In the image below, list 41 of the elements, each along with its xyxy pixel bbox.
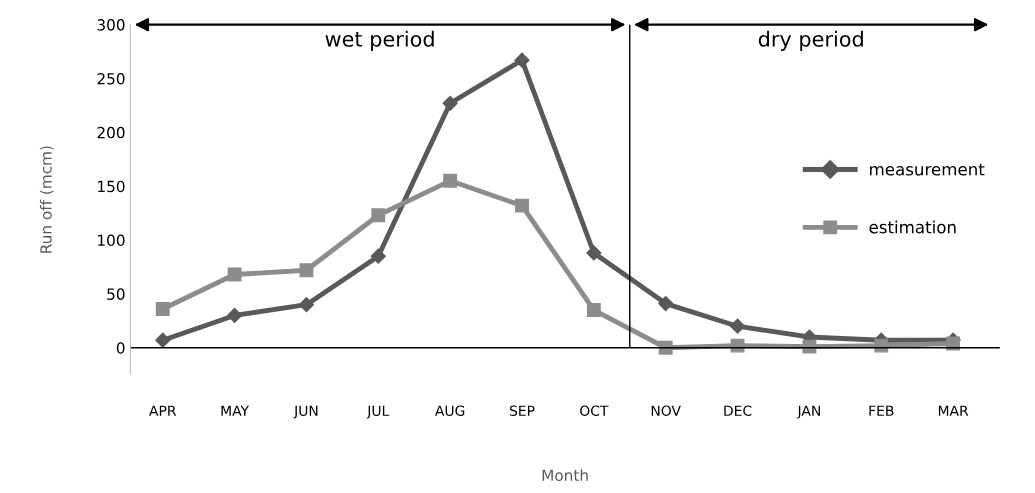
y-tick-label: 0 bbox=[116, 342, 125, 354]
y-tick-label: 200 bbox=[97, 126, 125, 139]
point bbox=[155, 302, 170, 316]
x-tick-label: NOV bbox=[651, 405, 681, 416]
x-tick-label: JAN bbox=[796, 405, 820, 419]
point bbox=[586, 245, 602, 261]
x-tick-label: DEC bbox=[724, 405, 752, 416]
annotation: wet period bbox=[325, 30, 434, 51]
x-tick-label: MAR bbox=[938, 405, 969, 416]
point bbox=[515, 198, 529, 213]
x-axis-title: Month bbox=[542, 469, 588, 482]
legend-label: measurement bbox=[870, 163, 985, 176]
y-tick-label: 50 bbox=[107, 288, 125, 300]
point bbox=[442, 95, 458, 111]
point bbox=[155, 332, 171, 348]
y-tick-label: 150 bbox=[98, 180, 125, 193]
y-tick-label: 100 bbox=[98, 234, 125, 247]
point bbox=[227, 307, 243, 324]
y-tick-label: 250 bbox=[97, 72, 125, 85]
x-tick-label: JUL bbox=[366, 405, 390, 419]
point bbox=[658, 296, 674, 312]
x-tick-label: JUN bbox=[293, 405, 318, 419]
x-tick-label: APR bbox=[149, 405, 177, 416]
x-tick-label: SEP bbox=[509, 405, 535, 416]
point bbox=[443, 173, 458, 188]
y-tick-label: 300 bbox=[97, 19, 125, 31]
point bbox=[298, 297, 315, 313]
point bbox=[586, 303, 601, 318]
x-tick-label: AUG bbox=[435, 405, 465, 416]
x-tick-label: OCT bbox=[580, 405, 609, 416]
y-axis-title: Run off (mcm) bbox=[39, 146, 54, 253]
x-tick-label: FEB bbox=[869, 405, 894, 416]
legend-label: estimation bbox=[869, 220, 956, 234]
point bbox=[370, 248, 386, 264]
point bbox=[227, 267, 242, 282]
x-tick-label: MAY bbox=[221, 405, 250, 416]
annotation: dry period bbox=[758, 30, 863, 51]
point bbox=[514, 52, 530, 68]
point bbox=[371, 208, 386, 223]
point bbox=[729, 318, 746, 334]
point bbox=[299, 263, 314, 278]
